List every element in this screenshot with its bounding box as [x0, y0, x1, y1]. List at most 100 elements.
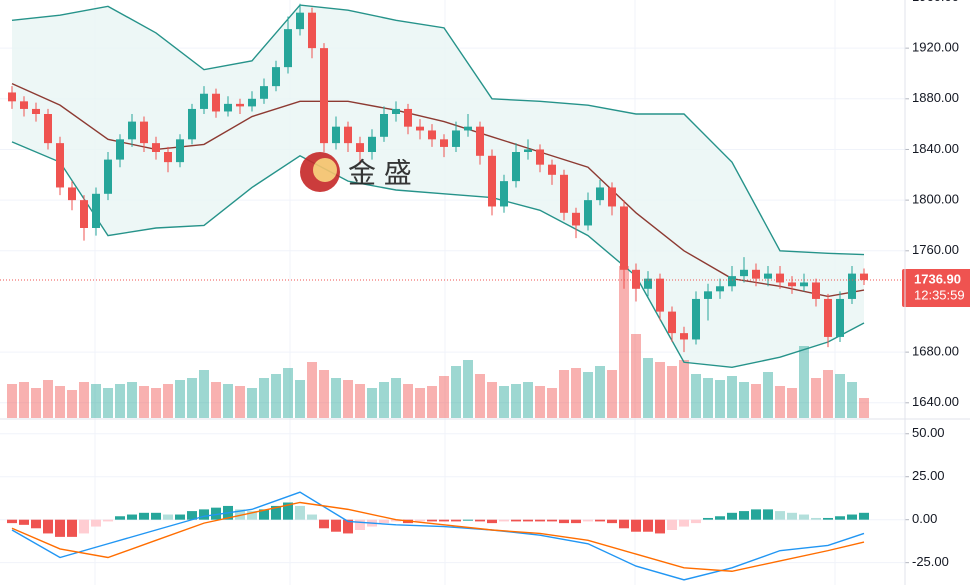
y-tick-label: 1760.00	[912, 242, 959, 257]
volume-bar	[331, 378, 341, 418]
last-price-label: 1736.90	[914, 271, 961, 286]
candle-body	[356, 143, 364, 152]
candle-body	[500, 181, 508, 207]
macd-histogram-bar	[151, 512, 161, 520]
candle-body	[584, 200, 592, 226]
macd-histogram-bar	[271, 505, 281, 520]
volume-bar	[235, 386, 245, 418]
macd-histogram-bar	[811, 517, 821, 520]
candle-body	[32, 108, 40, 114]
volume-bar	[43, 380, 53, 418]
macd-histogram-bar	[799, 514, 809, 520]
volume-bar	[211, 382, 221, 418]
macd-histogram-bar	[751, 509, 761, 520]
candle-body	[20, 101, 28, 109]
macd-histogram-bar	[91, 519, 101, 527]
volume-bar	[559, 370, 569, 418]
candle-body	[848, 273, 856, 299]
macd-histogram-bar	[787, 512, 797, 520]
macd-histogram-bar	[595, 519, 605, 522]
volume-bar	[31, 388, 41, 418]
candle-body	[428, 130, 436, 140]
y-tick-label: 1800.00	[912, 192, 959, 207]
macd-histogram-bar	[127, 514, 137, 520]
macd-histogram-bar	[439, 519, 449, 522]
volume-bar	[751, 384, 761, 418]
macd-histogram-bar	[247, 511, 257, 520]
volume-bar	[295, 380, 305, 418]
volume-bar	[475, 374, 485, 418]
macd-histogram-bar	[859, 512, 869, 520]
macd-histogram-bar	[847, 514, 857, 520]
candle-body	[632, 269, 640, 289]
macd-histogram-bar	[199, 509, 209, 520]
macd-line	[11, 491, 865, 581]
macd-histogram-bar	[307, 514, 317, 520]
volume-bar	[667, 366, 677, 418]
macd-histogram-bar	[163, 514, 173, 520]
macd-histogram-bar	[547, 519, 557, 522]
macd-histogram-bar	[475, 519, 485, 522]
volume-bar	[511, 384, 521, 418]
macd-histogram-bar	[235, 509, 245, 520]
macd-histogram-bar	[43, 519, 53, 534]
volume-bar	[163, 384, 173, 418]
macd-histogram-bar	[283, 502, 293, 520]
macd-histogram-bar	[211, 507, 221, 520]
macd-histogram-bar	[7, 519, 17, 524]
volume-bar	[379, 382, 389, 418]
candle-body	[80, 200, 88, 228]
macd-histogram-bar	[175, 514, 185, 520]
volume-bar	[103, 388, 113, 418]
candle-body	[116, 139, 124, 160]
volume-bar	[355, 384, 365, 418]
candle-body	[464, 126, 472, 131]
candle-body	[296, 12, 304, 30]
volume-bar	[271, 374, 281, 418]
candle-body	[692, 298, 700, 340]
volume-bar	[487, 382, 497, 418]
candle-body	[644, 278, 652, 289]
volume-bar	[127, 382, 137, 418]
candle-body	[764, 273, 772, 279]
macd-histogram-bar	[643, 519, 653, 532]
macd-histogram-bar	[727, 512, 737, 520]
candle-body	[836, 298, 844, 337]
volume-bar	[199, 370, 209, 418]
candle-body	[788, 282, 796, 287]
volume-bar	[259, 378, 269, 418]
volume-bar	[19, 382, 29, 418]
candle-body	[104, 159, 112, 194]
candle-body	[392, 108, 400, 114]
candle-body	[488, 155, 496, 207]
macd-histogram-bar	[379, 519, 389, 524]
volume-bar	[799, 346, 809, 418]
candle-body	[164, 152, 172, 163]
macd-histogram-bar	[667, 519, 677, 530]
macd-histogram-bar	[355, 519, 365, 530]
candle-body	[416, 126, 424, 131]
y-tick-label: 1920.00	[912, 40, 959, 55]
candle-body	[344, 126, 352, 144]
volume-bar	[451, 366, 461, 418]
y-tick-label: 1840.00	[912, 141, 959, 156]
volume-bar	[571, 368, 581, 418]
candle-body	[248, 98, 256, 107]
volume-bar	[391, 378, 401, 418]
candle-body	[860, 273, 868, 281]
watermark-text: 金 盛	[348, 157, 412, 188]
macd-histogram-bar	[631, 519, 641, 532]
macd-histogram-bar	[835, 516, 845, 520]
volume-bar	[643, 358, 653, 418]
candle-body	[176, 139, 184, 163]
macd-histogram-bar	[103, 519, 113, 522]
macd-histogram-bar	[343, 519, 353, 534]
macd-histogram-bar	[463, 519, 473, 521]
volume-bar	[7, 384, 17, 418]
volume-bar	[787, 388, 797, 418]
volume-bar	[607, 370, 617, 418]
candle-body	[236, 103, 244, 107]
candle-body	[800, 282, 808, 287]
last-price-tag	[902, 269, 970, 308]
macd-histogram-bar	[583, 519, 593, 522]
